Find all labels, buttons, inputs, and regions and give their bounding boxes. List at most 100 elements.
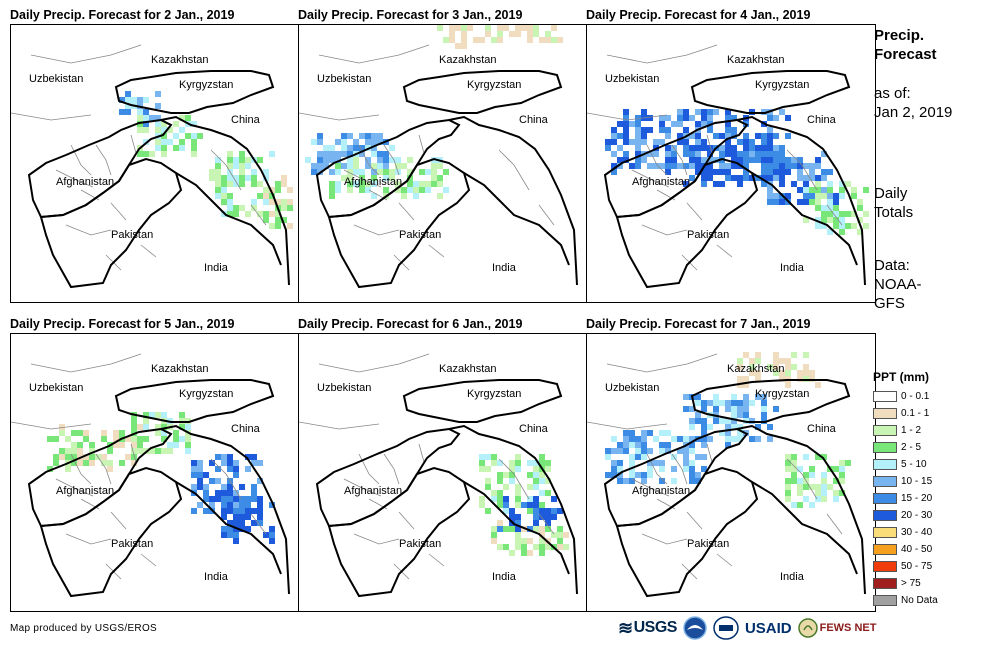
precip-cell [161,412,167,418]
precip-cell [509,514,515,520]
country-border [27,427,173,528]
precip-cell [275,211,281,217]
precip-cell [83,460,89,466]
precip-cell [275,181,281,187]
precip-cell [539,538,545,544]
precip-cell [89,454,95,460]
precip-cell [677,448,683,454]
precip-cell [809,187,815,193]
precip-cell [839,229,845,235]
province-border [826,204,843,226]
precip-cell [803,454,809,460]
province-border [130,443,137,463]
legend-item: 20 - 30 [873,507,938,524]
province-border [110,202,127,221]
precip-cell [197,502,203,508]
country-label-afghanistan: Afghanistan [56,485,114,497]
precip-cell [689,478,695,484]
precip-cell [233,163,239,169]
precip-cell [143,151,149,157]
precip-cell [623,436,629,442]
precip-cell [695,139,701,145]
precip-cell [185,424,191,430]
precip-cell [785,364,791,370]
precip-cell [767,199,773,205]
precip-cell [221,175,227,181]
precip-cell [335,187,341,193]
precip-cell [509,526,515,532]
precip-cell [725,400,731,406]
precip-cell [323,151,329,157]
precip-cell [815,484,821,490]
precip-cell [251,181,257,187]
precip-cell [515,532,521,538]
precip-cell [239,181,245,187]
precip-cell [179,436,185,442]
precip-cell [365,133,371,139]
precip-cell [701,109,707,115]
precip-cell [809,163,815,169]
precip-cell [545,460,551,466]
precip-cell [221,508,227,514]
side-title: Precip. Forecast [874,26,937,64]
precip-cell [689,406,695,412]
precip-cell [209,169,215,175]
precip-cell [281,199,287,205]
province-border [587,112,668,121]
precip-cell [797,187,803,193]
precip-cell [227,460,233,466]
precip-cell [653,436,659,442]
precip-cell [749,358,755,364]
precip-cell [329,169,335,175]
precip-cell [779,109,785,115]
precip-cell [641,448,647,454]
precip-cell [371,169,377,175]
precip-cell [539,460,545,466]
precip-cell [545,514,551,520]
precip-cell [281,175,287,181]
province-border [671,144,688,176]
precip-cell [827,181,833,187]
precip-cell [623,157,629,163]
precip-cell [827,187,833,193]
precip-cell [137,97,143,103]
precip-cell [713,109,719,115]
precip-cell [659,442,665,448]
precip-cell [785,382,791,388]
precip-cell [785,454,791,460]
precip-cell [215,157,221,163]
precip-cell [539,544,545,550]
precip-cell [527,31,533,37]
precip-cell [125,97,131,103]
precip-cell [257,478,263,484]
precip-cell [821,484,827,490]
logo-strip: ≋ USGS USAID FEWS NET [618,616,876,640]
precip-cell [533,496,539,502]
usaid-logo: USAID [745,620,792,637]
legend-swatch [873,544,897,555]
precip-cell [737,430,743,436]
precip-cell [659,448,665,454]
precip-cell [329,157,335,163]
map-frame: Kazakhstan Uzbekistan Kyrgyzstan China Afgha… [10,24,300,303]
precip-cell [425,181,431,187]
precip-cell [707,127,713,133]
precip-cell [155,448,161,454]
precip-cell [689,436,695,442]
precip-cell [725,109,731,115]
precip-cell [635,454,641,460]
province-border [538,513,555,535]
precip-cell [143,121,149,127]
precip-cell [161,145,167,151]
precip-cell [101,460,107,466]
daily-line1: Daily [874,185,908,202]
precip-cell [173,436,179,442]
precip-cell [683,151,689,157]
precip-cell [665,163,671,169]
precip-cell [179,127,185,133]
precip-cell [743,394,749,400]
precip-cell [755,370,761,376]
precip-cell [821,187,827,193]
country-label-india: India [780,571,805,583]
precip-cell [815,205,821,211]
